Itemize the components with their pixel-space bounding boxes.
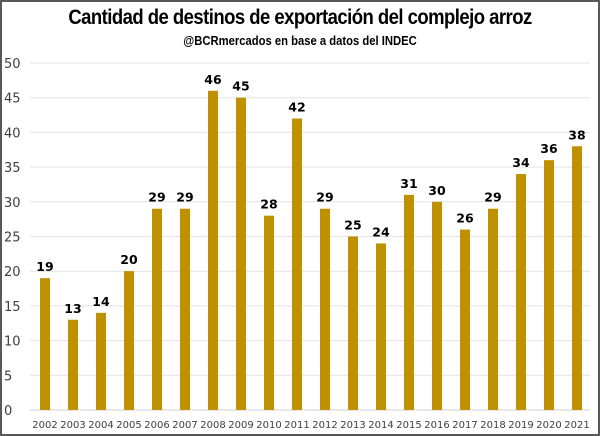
bar-2005 [124, 271, 134, 410]
bar-2007 [180, 208, 190, 410]
y-tick-label: 0 [4, 404, 12, 419]
chart-subtitle: @BCRmercados en base a datos del INDEC [183, 34, 417, 48]
x-tick-label: 2020 [536, 420, 561, 431]
bar-2021 [572, 146, 582, 410]
x-tick-label: 2003 [60, 420, 85, 431]
data-label: 14 [92, 294, 110, 309]
data-label: 36 [540, 141, 558, 156]
bar-2003 [68, 319, 78, 410]
y-tick-label: 10 [4, 335, 21, 350]
bar-2008 [208, 90, 218, 410]
y-tick-label: 25 [4, 231, 21, 246]
bar-2012 [320, 208, 330, 410]
bar-2020 [544, 160, 554, 410]
x-tick-label: 2005 [116, 420, 141, 431]
x-tick-label: 2013 [340, 420, 365, 431]
y-tick-label: 30 [4, 196, 21, 211]
data-label: 30 [428, 183, 446, 198]
x-tick-label: 2021 [564, 420, 589, 431]
bar-2004 [96, 312, 106, 410]
chart-title: Cantidad de destinos de exportación del … [68, 6, 532, 29]
y-tick-label: 15 [4, 300, 21, 315]
bars [40, 90, 582, 411]
data-label: 29 [148, 190, 165, 205]
data-label: 13 [64, 301, 81, 316]
x-tick-label: 2014 [368, 420, 393, 431]
x-tick-label: 2002 [32, 420, 57, 431]
data-label: 34 [512, 155, 530, 170]
bar-2002 [40, 278, 50, 410]
bar-2018 [488, 208, 498, 410]
bar-2009 [236, 97, 246, 410]
y-tick-label: 5 [4, 369, 12, 384]
x-tick-label: 2019 [508, 420, 533, 431]
x-tick-label: 2009 [228, 420, 253, 431]
bar-2017 [460, 229, 470, 410]
bar-2010 [264, 215, 274, 410]
data-label: 20 [120, 252, 138, 267]
data-label: 46 [204, 72, 222, 87]
data-label: 31 [400, 176, 417, 191]
x-tick-label: 2007 [172, 420, 197, 431]
gridlines [30, 62, 590, 411]
data-label: 28 [260, 197, 277, 212]
x-tick-label: 2004 [88, 420, 113, 431]
x-tick-label: 2011 [284, 420, 309, 431]
bar-2015 [404, 194, 414, 410]
y-tick-label: 45 [4, 92, 21, 107]
y-tick-label: 40 [4, 126, 21, 141]
bar-2014 [376, 243, 386, 410]
data-label: 29 [176, 190, 193, 205]
x-tick-label: 2010 [256, 420, 281, 431]
x-tick-label: 2008 [200, 420, 225, 431]
x-tick-label: 2016 [424, 420, 449, 431]
x-tick-label: 2006 [144, 420, 169, 431]
bar-2006 [152, 208, 162, 410]
data-label: 38 [568, 127, 585, 142]
data-label: 29 [484, 190, 501, 205]
data-label: 42 [288, 100, 305, 115]
y-tick-label: 50 [4, 57, 21, 72]
data-label: 26 [456, 211, 474, 226]
x-tick-label: 2017 [452, 420, 477, 431]
data-labels: 19 13 14 20 29 29 46 45 28 42 29 25 24 31 30 26 29 34 36 38 [36, 72, 585, 316]
y-tick-label: 20 [4, 265, 21, 280]
bar-2019 [516, 174, 526, 410]
x-tick-label: 2015 [396, 420, 421, 431]
y-axis: 0 5 10 15 20 25 30 35 40 45 50 [4, 57, 21, 419]
x-tick-label: 2012 [312, 420, 337, 431]
data-label: 19 [36, 259, 53, 274]
data-label: 45 [232, 79, 249, 94]
bar-2016 [432, 201, 442, 410]
data-label: 25 [344, 218, 361, 233]
y-tick-label: 35 [4, 161, 21, 176]
x-tick-label: 2018 [480, 420, 505, 431]
bar-2013 [348, 236, 358, 410]
bar-2011 [292, 118, 302, 411]
data-label: 29 [316, 190, 333, 205]
data-label: 24 [372, 224, 390, 239]
x-axis: 2002 2003 2004 2005 2006 2007 2008 2009 2010 2011… [32, 420, 589, 431]
